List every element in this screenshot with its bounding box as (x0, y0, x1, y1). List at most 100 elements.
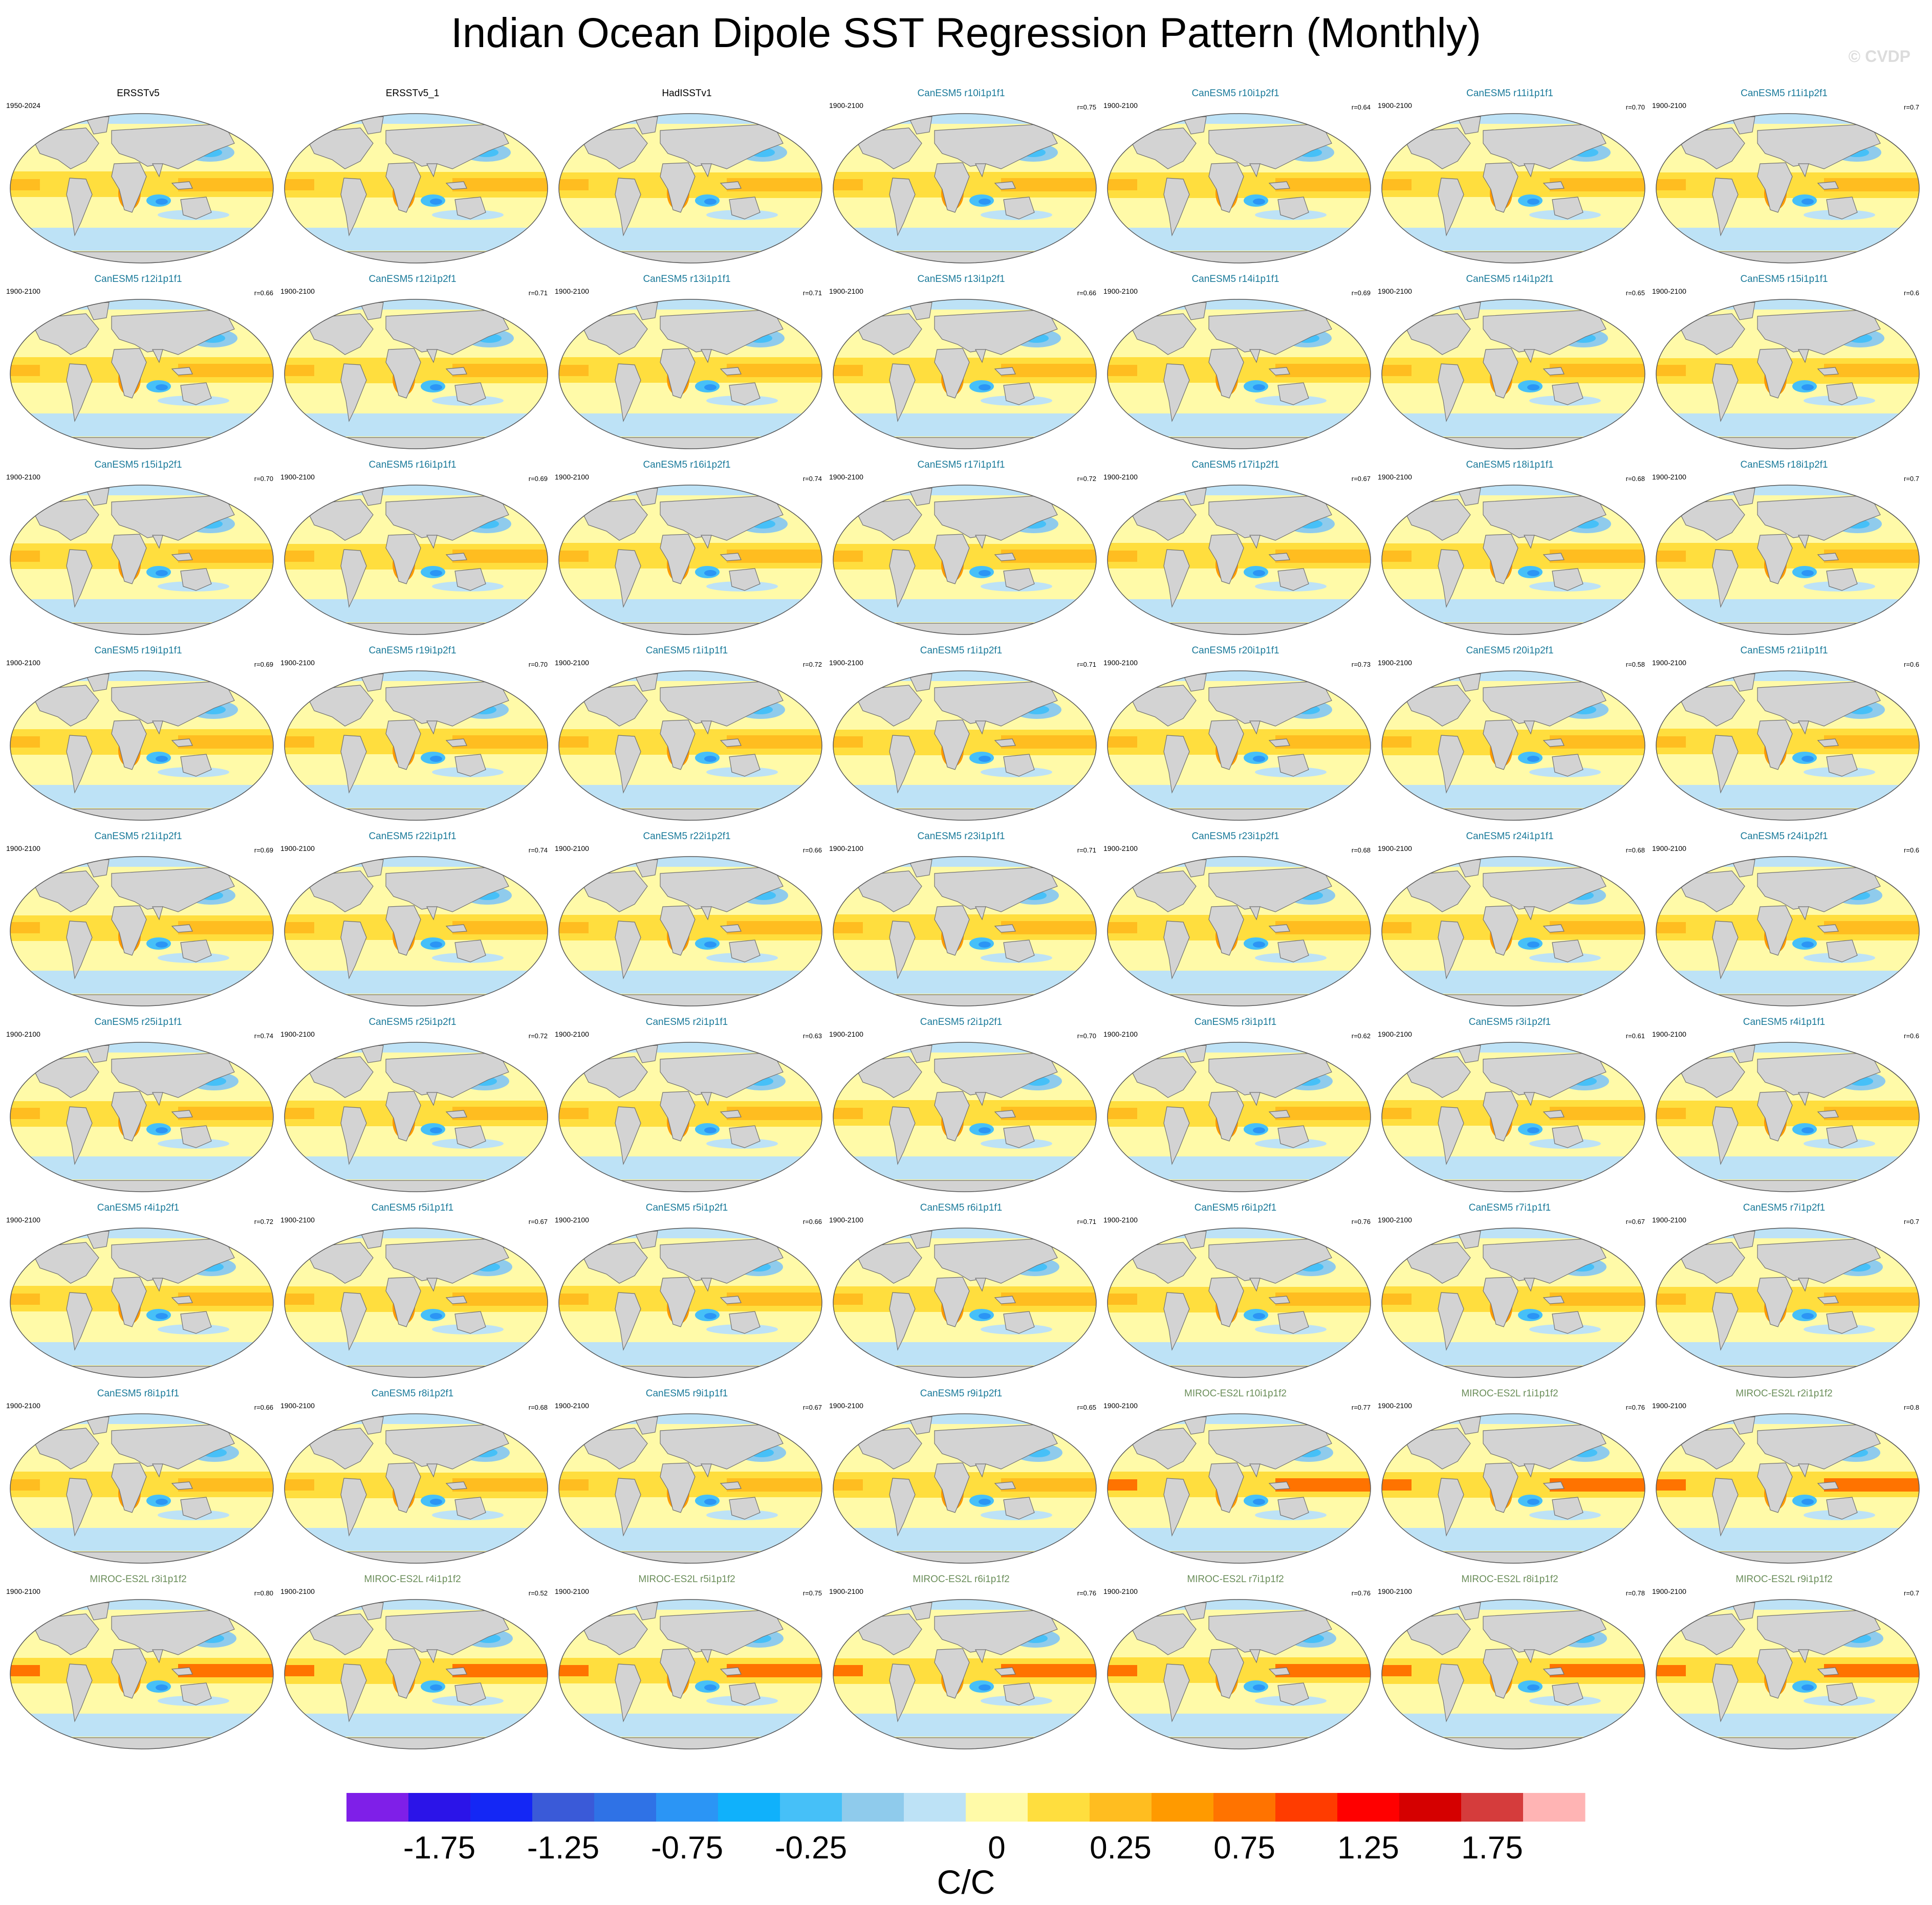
eurasia-landmass (1483, 1052, 1607, 1098)
africa-landmass (385, 1277, 421, 1327)
panel-title: ERSSTv5_1 (385, 88, 440, 99)
africa-landmass (1757, 162, 1793, 213)
australia-landmass (180, 1497, 212, 1520)
panel-pattern-correlation: r=0.71 (802, 289, 822, 297)
panel-pattern-correlation: r=0.75 (1077, 103, 1096, 111)
india-landmass (426, 163, 438, 178)
map-frame (1656, 299, 1920, 449)
panel-title: CanESM5 r18i1p1f1 (1466, 459, 1554, 470)
sst-regression-map (284, 1228, 548, 1378)
australia-landmass (1826, 196, 1858, 220)
eurasia-landmass (660, 681, 784, 727)
colorbar-units: C/C (937, 1863, 995, 1901)
australia-landmass (1003, 939, 1035, 962)
australia-landmass (729, 568, 761, 591)
map-container (1381, 113, 1646, 267)
sst-regression-map (833, 1599, 1097, 1749)
map-container (9, 1227, 274, 1381)
eurasia-landmass (1757, 1238, 1881, 1284)
map-panel: CanESM5 r18i1p1f1 1900-2100 r=0.68 (1374, 459, 1646, 642)
eurasia-landmass (385, 309, 509, 355)
panel-pattern-correlation: r=0.58 (1625, 661, 1645, 668)
north-america-landmass (29, 127, 99, 169)
map-panel: CanESM5 r1i1p2f1 1900-2100 r=0.71 (825, 645, 1097, 828)
pacific-warm-tongue (178, 1478, 273, 1492)
indian-ocean-east-core (156, 1313, 168, 1319)
north-america-landmass (1675, 1056, 1745, 1098)
south-america-landmass (615, 735, 641, 794)
panel-title: CanESM5 r23i1p1f1 (917, 831, 1005, 842)
africa-landmass (1208, 348, 1244, 399)
map-frame (558, 485, 822, 635)
map-frame (284, 1228, 548, 1378)
south-america-landmass (889, 1663, 916, 1723)
south-america-landmass (1163, 1106, 1190, 1166)
map-panel: CanESM5 r12i1p2f1 1900-2100 r=0.71 (276, 274, 549, 456)
africa-landmass (1757, 1277, 1793, 1327)
africa-landmass (111, 348, 147, 399)
east-pacific-warm (1382, 365, 1412, 376)
pacific-warm-tongue (1824, 1478, 1919, 1492)
india-landmass (1249, 535, 1261, 549)
north-america-landmass (303, 1056, 374, 1098)
south-america-landmass (615, 1106, 641, 1166)
panel-pattern-correlation: r=0.76 (1351, 1218, 1371, 1225)
indian-ocean-east-core (430, 1127, 442, 1133)
panel-period: 1900-2100 (1378, 101, 1412, 110)
indian-ocean-east-core (704, 1499, 717, 1505)
maritime-continent-landmass (445, 181, 467, 190)
sst-regression-map (284, 1413, 548, 1564)
australia-landmass (180, 382, 212, 405)
north-america-landmass (1401, 870, 1471, 912)
india-landmass (1249, 1092, 1261, 1106)
maritime-continent-landmass (1817, 1296, 1839, 1304)
indian-ocean-east-core (704, 199, 717, 205)
sst-regression-map (10, 1413, 274, 1564)
india-landmass (1524, 1092, 1535, 1106)
australia-landmass (454, 1311, 486, 1334)
africa-landmass (385, 1091, 421, 1142)
pacific-warm-tongue (1275, 921, 1371, 934)
south-america-landmass (340, 735, 367, 794)
india-landmass (701, 720, 712, 735)
panel-title: MIROC-ES2L r5i1p1f2 (638, 1574, 735, 1585)
eurasia-landmass (934, 495, 1058, 541)
india-landmass (975, 163, 986, 178)
map-panel: CanESM5 r20i1p1f1 1900-2100 r=0.73 (1099, 645, 1372, 828)
south-america-landmass (1712, 1292, 1739, 1351)
map-panel: CanESM5 r8i1p2f1 1900-2100 r=0.68 (276, 1388, 549, 1571)
indian-ocean-east-core (1801, 1127, 1814, 1133)
panel-title: CanESM5 r17i1p1f1 (917, 459, 1005, 470)
sst-regression-map (1656, 485, 1920, 635)
africa-landmass (385, 719, 421, 770)
panel-pattern-correlation: r=0.6 (1904, 1032, 1919, 1040)
map-container (1106, 1227, 1372, 1381)
australia-landmass (1552, 382, 1583, 405)
indian-ocean-east-core (430, 756, 442, 762)
east-pacific-warm (10, 1294, 40, 1305)
panel-period: 1900-2100 (1103, 1402, 1138, 1410)
map-container (9, 856, 274, 1010)
panel-period: 1900-2100 (1103, 1587, 1138, 1595)
map-panel: CanESM5 r17i1p1f1 1900-2100 r=0.72 (825, 459, 1097, 642)
australia-landmass (729, 1497, 761, 1520)
panel-pattern-correlation: r=0.68 (528, 1404, 548, 1411)
pacific-warm-tongue (1275, 178, 1371, 191)
east-pacific-warm (285, 1665, 314, 1676)
colorbar-swatch (1399, 1793, 1462, 1822)
panel-title: CanESM5 r25i1p1f1 (94, 1017, 182, 1027)
panel-title: MIROC-ES2L r4i1p1f2 (364, 1574, 461, 1585)
australia-landmass (1277, 196, 1309, 220)
maritime-continent-landmass (445, 924, 467, 933)
panel-period: 1900-2100 (280, 287, 315, 295)
map-panel: CanESM5 r22i1p2f1 1900-2100 r=0.66 (551, 831, 823, 1014)
panel-pattern-correlation: r=0.76 (1351, 1589, 1371, 1597)
india-landmass (1524, 720, 1535, 735)
panel-pattern-correlation: r=0.74 (802, 475, 822, 483)
panel-pattern-correlation: r=0.68 (1351, 846, 1371, 854)
maritime-continent-landmass (1543, 367, 1565, 376)
east-pacific-warm (1108, 1665, 1137, 1676)
eurasia-landmass (111, 123, 235, 169)
maritime-continent-landmass (720, 1110, 742, 1119)
indian-ocean-east-core (1253, 1499, 1265, 1505)
